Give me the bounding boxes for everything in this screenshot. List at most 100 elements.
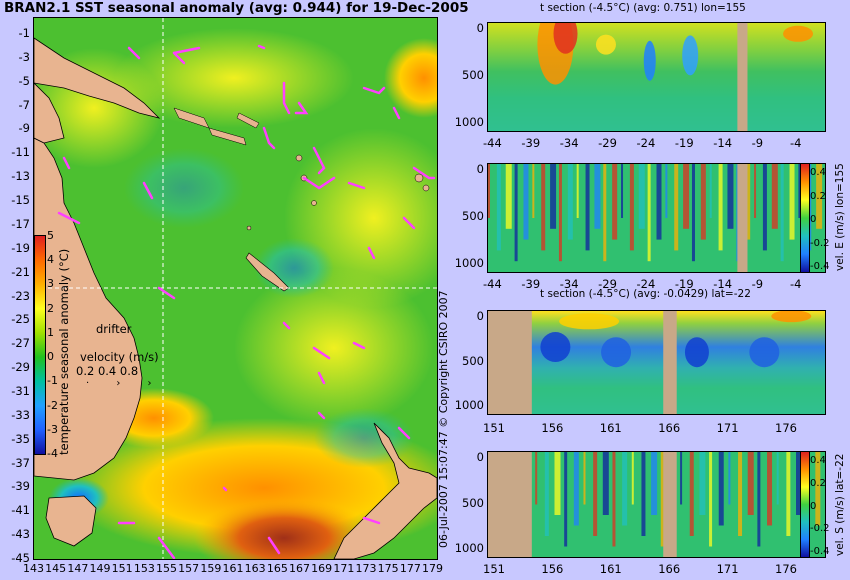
section-x-tick-label: -4 bbox=[790, 277, 802, 291]
velocity-stripe bbox=[709, 452, 713, 547]
velocity-stripe bbox=[651, 452, 658, 515]
velocity-stripe bbox=[594, 164, 601, 229]
section-title: t section (-4.5°C) (avg: -0.0429) lat=-2… bbox=[540, 288, 751, 300]
cape-york-landmass bbox=[34, 82, 65, 144]
longitude-tick-label: 175 bbox=[377, 562, 399, 575]
velocity-stripe bbox=[745, 164, 751, 240]
velocity-stripe bbox=[780, 164, 784, 262]
longitude-tick-label: 169 bbox=[311, 562, 333, 575]
section-plot[interactable] bbox=[487, 163, 826, 273]
section-x-tick-label: -44 bbox=[483, 136, 502, 150]
depth-tick-label: 500 bbox=[462, 209, 484, 223]
latitude-tick-label: -31 bbox=[11, 383, 30, 398]
section-plot[interactable] bbox=[487, 310, 826, 415]
land-mask bbox=[737, 164, 748, 272]
section-x-tick-label: 151 bbox=[483, 421, 505, 435]
temperature-blob bbox=[559, 313, 620, 330]
velocity-stripe bbox=[727, 164, 734, 229]
velocity-stripe bbox=[602, 452, 609, 515]
section-x-tick-label: -24 bbox=[636, 136, 656, 150]
velocity-stripe bbox=[641, 452, 646, 536]
australia-landmass bbox=[34, 137, 143, 481]
velocity-stripe bbox=[816, 164, 823, 229]
section-x-tick-label: -34 bbox=[559, 136, 579, 150]
section-x-tick-label: -9 bbox=[751, 136, 764, 150]
velocity-stripe bbox=[621, 164, 624, 218]
velocity-stripe bbox=[680, 452, 683, 505]
velocity-stripe bbox=[622, 452, 628, 526]
velocity-stripe bbox=[541, 164, 546, 251]
velocity-stripe bbox=[754, 164, 757, 218]
longitude-tick-label: 143 bbox=[23, 562, 44, 575]
latitude-tick-label: -11 bbox=[11, 145, 30, 160]
velocity-stripe bbox=[496, 164, 501, 251]
drifter-tracks[interactable] bbox=[57, 44, 436, 559]
latitude-tick-label: -1 bbox=[18, 26, 30, 40]
velocity-colorbar bbox=[800, 163, 810, 273]
land-mask bbox=[663, 311, 677, 414]
longitude-tick-label: 177 bbox=[399, 562, 421, 575]
velocity-stripe bbox=[612, 164, 618, 240]
velocity-stripe bbox=[558, 164, 562, 262]
depth-tick-label: 0 bbox=[476, 21, 484, 35]
velocity-stripe bbox=[593, 452, 598, 536]
temperature-blob bbox=[595, 34, 616, 55]
section-x-tick-label: -19 bbox=[674, 136, 694, 150]
velocity-stripe bbox=[514, 164, 518, 262]
longitude-tick-label: 147 bbox=[67, 562, 89, 575]
section-x-tick-label: -39 bbox=[521, 277, 541, 291]
velocity-stripe bbox=[757, 452, 761, 547]
colorbar-tick-label: -4 bbox=[47, 447, 58, 460]
velocity-colorbar-tick: -0.4 bbox=[810, 546, 830, 557]
velocity-stripe bbox=[700, 164, 706, 240]
velocity-stripe bbox=[523, 164, 529, 240]
depth-tick-label: 0 bbox=[476, 162, 484, 176]
velocity-stripe bbox=[738, 452, 743, 536]
new-zealand-landmass bbox=[333, 422, 437, 559]
sst-anomaly-map[interactable] bbox=[33, 17, 438, 560]
colorbar-tick-label: 0 bbox=[47, 350, 54, 364]
velocity-stripe bbox=[647, 164, 651, 262]
velocity-stripe bbox=[699, 452, 706, 515]
island-dots bbox=[246, 154, 430, 231]
velocity-stripe bbox=[786, 452, 791, 536]
section-x-tick-label: 156 bbox=[541, 421, 564, 435]
section-x-tick-label: 166 bbox=[658, 421, 681, 435]
velocity-stripe bbox=[689, 452, 694, 536]
velocity-stripe bbox=[691, 164, 695, 262]
latitude-tick-label: -27 bbox=[11, 336, 30, 351]
latitude-tick-label: -21 bbox=[11, 264, 30, 279]
longitude-tick-label: 159 bbox=[200, 562, 222, 575]
velocity-stripe bbox=[488, 164, 490, 218]
longitude-tick-label: 167 bbox=[289, 562, 310, 575]
colorbar-label: temperature seasonal anomaly (°C) bbox=[57, 248, 71, 455]
latitude-tick-label: -39 bbox=[11, 479, 30, 494]
section-title: t section (-4.5°C) (avg: 0.751) lon=155 bbox=[540, 2, 746, 14]
velocity-colorbar-tick: 0.4 bbox=[810, 455, 826, 466]
velocity-stripe bbox=[612, 452, 616, 547]
velocity-stripe bbox=[771, 164, 778, 229]
section-plot[interactable] bbox=[487, 451, 826, 558]
velocity-stripe bbox=[728, 452, 731, 505]
section-x-tick-label: 171 bbox=[716, 421, 739, 435]
longitude-tick-label: 179 bbox=[422, 562, 443, 575]
section-x-tick-label: 161 bbox=[599, 562, 622, 576]
velocity-stripe bbox=[564, 452, 568, 547]
section-x-tick-label: -34 bbox=[559, 277, 579, 291]
velocity-stripe bbox=[767, 452, 773, 526]
velocity-colorbar bbox=[800, 451, 810, 558]
colorbar-tick-label: -1 bbox=[47, 374, 58, 388]
velocity-stripe bbox=[573, 452, 579, 526]
new-caledonia-landmass bbox=[245, 252, 290, 292]
longitude-tick-label: 151 bbox=[111, 562, 133, 575]
colorbar-tick-label: 1 bbox=[47, 325, 54, 339]
latitude-tick-label: -25 bbox=[11, 312, 30, 327]
velocity-stripe bbox=[776, 452, 779, 505]
colorbar-tick-label: 2 bbox=[47, 301, 54, 315]
section-plot[interactable] bbox=[487, 22, 826, 132]
section-x-tick-label: -14 bbox=[713, 277, 733, 291]
section-x-tick-label: -14 bbox=[713, 136, 733, 150]
velocity-colorbar-label: vel. E (m/s) lon=155 bbox=[834, 163, 846, 271]
velocity-stripe bbox=[660, 452, 664, 547]
velocity-stripe bbox=[796, 452, 803, 515]
